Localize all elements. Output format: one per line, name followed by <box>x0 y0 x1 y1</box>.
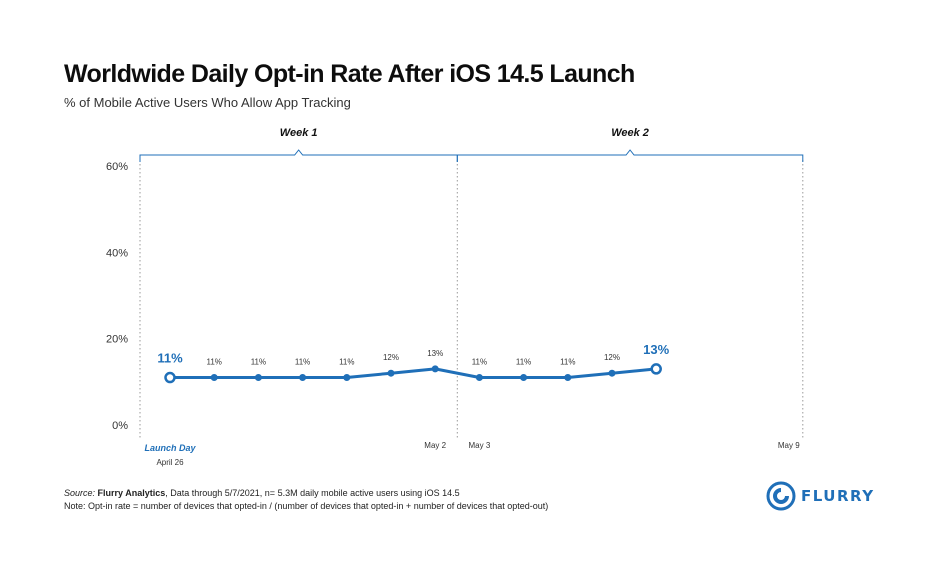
week-label: Week 2 <box>611 127 649 139</box>
x-tick-label: May 9 <box>778 441 800 450</box>
series-line <box>170 367 657 380</box>
data-label: 12% <box>604 353 620 362</box>
data-point <box>650 363 662 375</box>
chart-title: Worldwide Daily Opt-in Rate After iOS 14… <box>64 60 635 88</box>
data-point <box>164 371 176 384</box>
data-label: 11% <box>339 358 354 367</box>
chart-subtitle: % of Mobile Active Users Who Allow App T… <box>64 95 351 110</box>
week-bracket <box>139 149 458 162</box>
data-point <box>387 369 395 377</box>
source-name: Flurry Analytics <box>97 488 166 498</box>
data-point <box>431 365 439 373</box>
data-point <box>254 374 262 382</box>
y-tick-label: 40% <box>106 247 128 259</box>
data-point <box>299 374 307 382</box>
x-tick-sublabel: April 26 <box>156 458 184 467</box>
y-tick-label: 0% <box>112 420 128 432</box>
x-tick-label: May 3 <box>469 441 491 450</box>
data-label: 13% <box>643 342 669 357</box>
data-point <box>564 374 572 382</box>
data-label: 11% <box>472 358 487 367</box>
flurry-logo: FLURRY <box>766 481 875 511</box>
data-label: 11% <box>206 358 221 367</box>
data-label: 12% <box>383 353 399 362</box>
source-text: , Data through 5/7/2021, n= 5.3M daily m… <box>165 488 460 498</box>
y-tick-label: 20% <box>106 334 128 346</box>
flurry-logo-text: FLURRY <box>801 487 875 505</box>
data-point <box>520 374 528 382</box>
data-label: 11% <box>560 358 575 367</box>
data-label: 13% <box>427 349 443 358</box>
data-point <box>210 374 218 382</box>
x-tick-label: May 2 <box>424 441 446 450</box>
data-point <box>343 374 351 382</box>
data-point <box>608 369 616 377</box>
source-line: Source: Flurry Analytics, Data through 5… <box>64 487 548 500</box>
note-line: Note: Opt-in rate = number of devices th… <box>64 501 549 511</box>
data-label: 11% <box>295 358 310 367</box>
data-label: 11% <box>251 358 266 367</box>
y-tick-label: 60% <box>106 161 128 173</box>
flurry-logo-icon <box>766 481 796 511</box>
source-prefix: Source: <box>64 488 98 498</box>
x-tick-label: Launch Day <box>144 443 196 453</box>
footer: Source: Flurry Analytics, Data through 5… <box>64 487 548 513</box>
week-label: Week 1 <box>280 127 318 139</box>
week-bracket <box>456 149 804 162</box>
data-point <box>475 374 483 382</box>
data-label: 11% <box>157 351 183 366</box>
data-label: 11% <box>516 358 531 367</box>
